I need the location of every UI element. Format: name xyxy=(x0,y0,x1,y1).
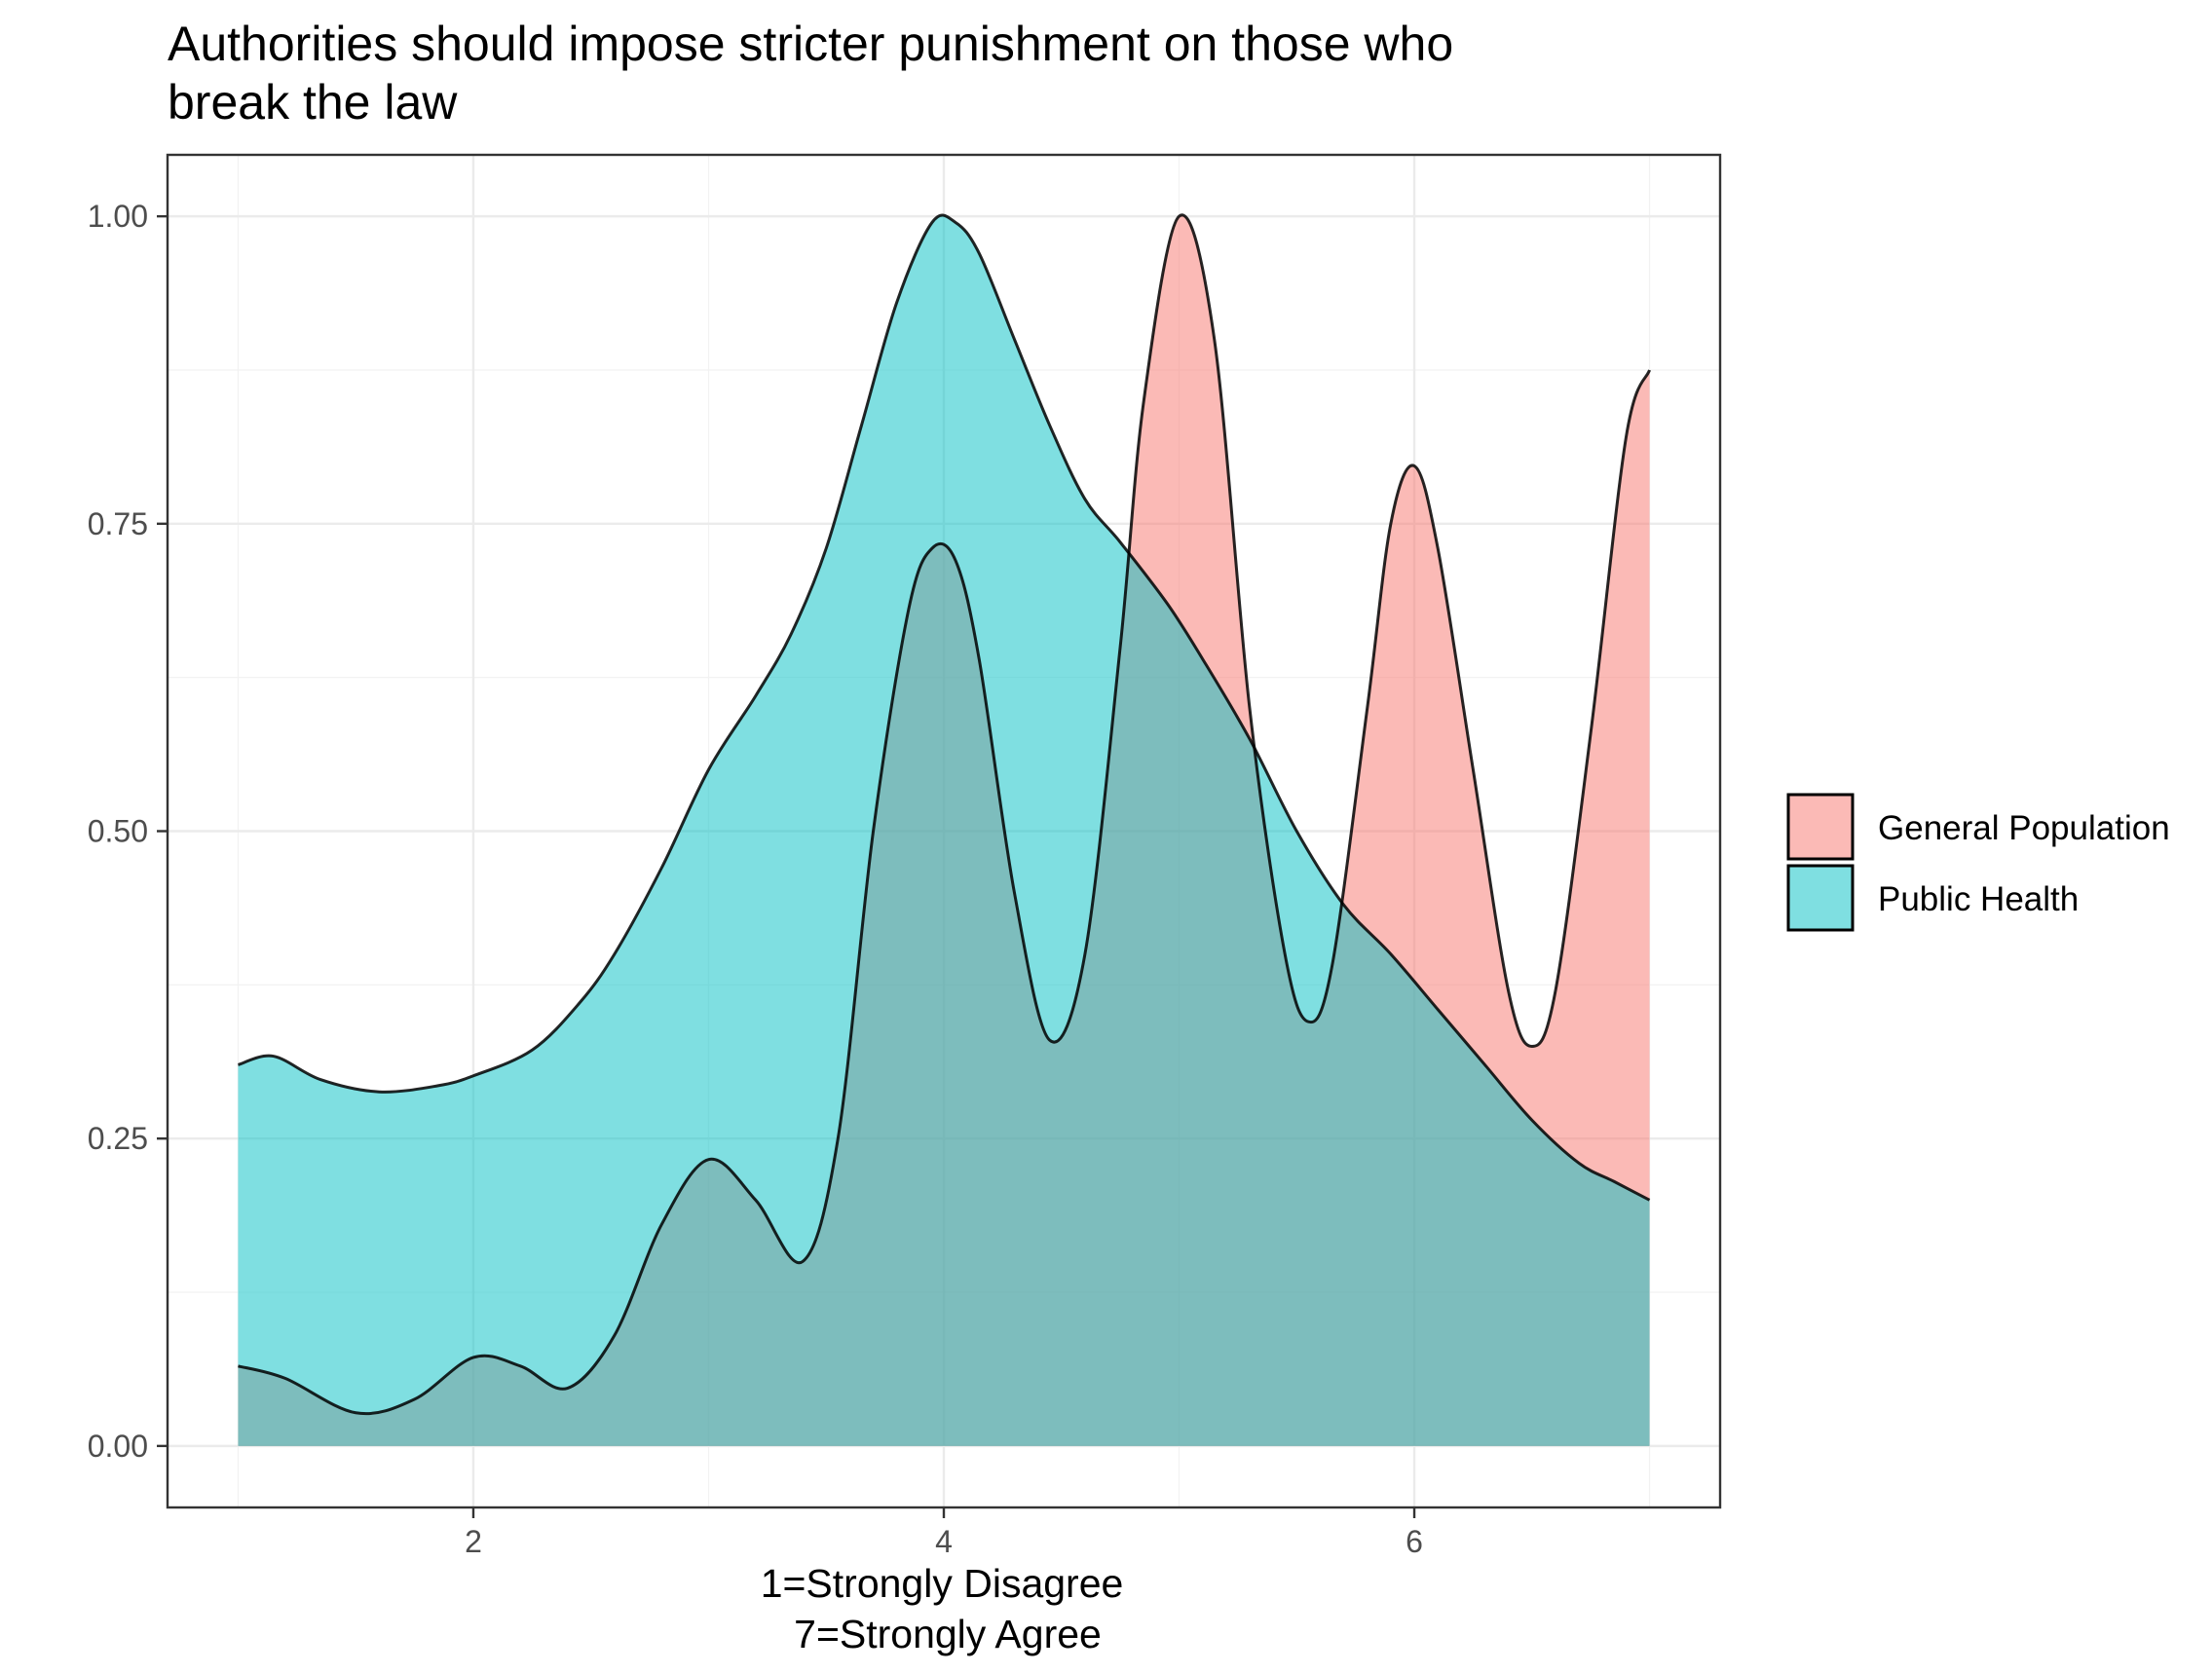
legend-item-public-health: Public Health xyxy=(1786,864,2079,932)
x-tick-label: 2 xyxy=(465,1524,482,1559)
axis-ticks: 0.00 0.25 0.50 0.75 1.00 2 4 6 xyxy=(88,199,1423,1559)
density-line-general-population xyxy=(238,213,1651,1416)
density-areas xyxy=(238,214,1650,1446)
legend: General Population Public Health xyxy=(1786,793,2170,932)
legend-item-general-population: General Population xyxy=(1786,793,2170,861)
y-tick-label: 1.00 xyxy=(88,199,148,234)
legend-label-public-health: Public Health xyxy=(1878,880,2079,918)
y-tick-label: 0.00 xyxy=(88,1429,148,1464)
density-outlines xyxy=(237,213,1651,1416)
x-tick-label: 6 xyxy=(1406,1524,1423,1559)
x-axis-title-line-2: 7=Strongly Agree xyxy=(794,1612,1102,1656)
y-tick-label: 0.75 xyxy=(88,506,148,541)
density-line-public-health xyxy=(237,213,1651,1202)
density-area-public-health xyxy=(238,215,1650,1446)
legend-key-public-health xyxy=(1786,864,1855,932)
legend-label-general-population: General Population xyxy=(1878,809,2170,847)
y-tick-label: 0.25 xyxy=(88,1121,148,1156)
y-tick-label: 0.50 xyxy=(88,814,148,849)
chart-title-line-1: Authorities should impose stricter punis… xyxy=(168,17,1453,71)
legend-key-general-population xyxy=(1786,793,1855,861)
x-axis-title-line-1: 1=Strongly Disagree xyxy=(761,1561,1124,1606)
x-tick-label: 4 xyxy=(935,1524,953,1559)
chart-title-line-2: break the law xyxy=(168,75,458,130)
